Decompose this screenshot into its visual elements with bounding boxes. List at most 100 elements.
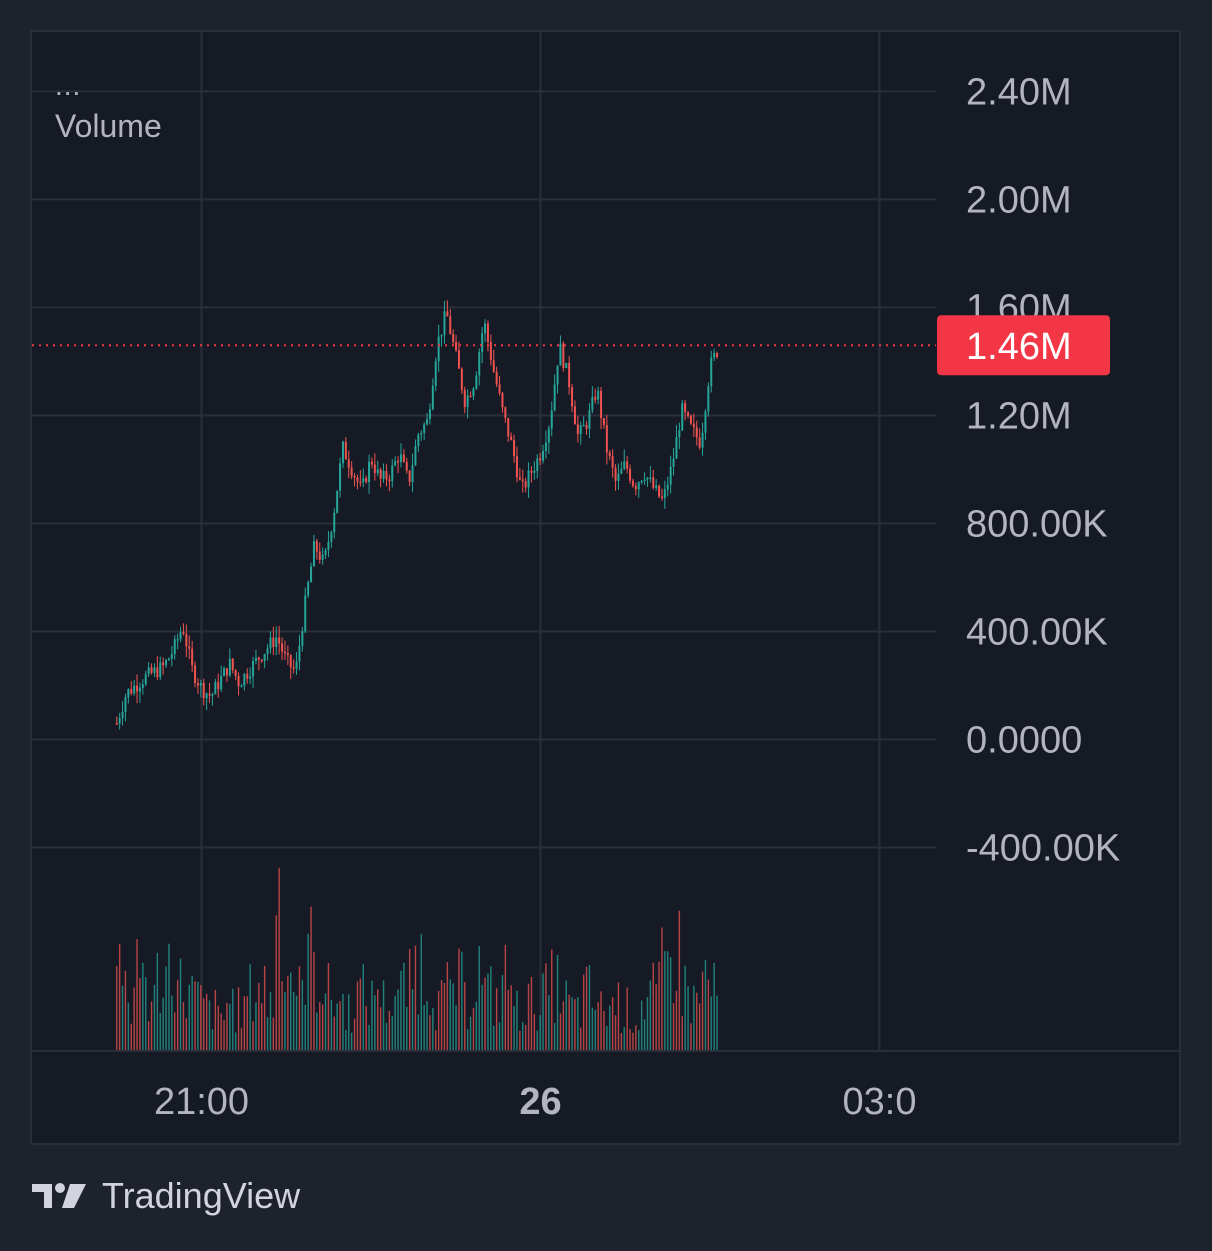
candle-body [182, 632, 185, 634]
candle-body [594, 396, 597, 400]
candle-body [121, 711, 124, 719]
volume-bar [498, 1022, 501, 1050]
candle-body [252, 660, 255, 677]
volume-bar [527, 983, 530, 1050]
volume-bar [469, 1016, 472, 1050]
price-axis[interactable]: 2.40M 2.00M 1.60M 1.20M 800.00K 400.00K 0.0000… [937, 32, 1180, 1050]
candle-body [449, 316, 452, 334]
price-tick-label: -400.00K [966, 827, 1120, 869]
candle-body [133, 685, 136, 694]
volume-bar [638, 1030, 640, 1050]
volume-bar [205, 993, 208, 1050]
candle-body [246, 674, 249, 679]
candle-body [272, 637, 275, 648]
candle-body [513, 440, 516, 457]
volume-bar [179, 958, 182, 1050]
price-tick-label: 2.00M [966, 179, 1072, 221]
candle-body [307, 582, 310, 596]
volume-bar [258, 982, 260, 1050]
candle-body [179, 632, 182, 640]
candle-body [167, 658, 170, 661]
candle-body [544, 442, 547, 452]
candle-body [214, 682, 217, 695]
candle-body [669, 466, 672, 485]
candle-body [484, 323, 487, 334]
candle-body [388, 479, 391, 482]
volume-bar [577, 997, 579, 1050]
volume-bar [678, 910, 681, 1050]
candle-body [275, 637, 278, 648]
price-tick-label: 400.00K [966, 611, 1108, 653]
candle-body [428, 409, 431, 419]
volume-bar [217, 1005, 219, 1050]
volume-bar [168, 943, 170, 1050]
candle-body [138, 687, 141, 692]
candle-body [257, 657, 260, 660]
time-axis[interactable]: 21:00 26 03:0 [32, 1052, 936, 1144]
candle-body [562, 343, 565, 369]
candle-body [466, 395, 469, 408]
volume-bar [284, 992, 286, 1050]
volume-bar [449, 979, 451, 1050]
last-value-label: 1.46M [966, 326, 1072, 368]
candle-body [542, 451, 545, 461]
candle-body [391, 465, 394, 482]
candle-body [408, 470, 411, 483]
candle-body [231, 658, 234, 670]
candle-body [440, 334, 443, 337]
volume-bar [437, 990, 440, 1050]
candle-body [515, 456, 518, 478]
candle-body [278, 637, 281, 644]
legend-collapse-button[interactable]: ... [55, 70, 82, 101]
volume-bar [635, 1025, 637, 1050]
volume-bar [261, 1003, 263, 1050]
volume-bar [600, 991, 602, 1050]
candle-body [217, 682, 220, 690]
candle-body [643, 479, 646, 482]
candle-body [605, 424, 608, 453]
volume-bar [652, 962, 654, 1050]
volume-bar [153, 984, 156, 1050]
volume-bar [504, 944, 507, 1050]
volume-bar [208, 1000, 211, 1050]
volume-bar [594, 1009, 596, 1050]
volume-bar [696, 992, 698, 1050]
volume-bar [461, 951, 463, 1050]
candle-body [559, 343, 562, 366]
volume-bar [246, 996, 248, 1050]
candle-body [347, 459, 350, 468]
brand[interactable]: TradingView [30, 1174, 300, 1218]
candle-body [356, 477, 359, 482]
volume-bar [603, 1011, 605, 1050]
volume-bar [191, 976, 193, 1050]
candle-body [626, 461, 629, 469]
volume-bar [423, 1005, 425, 1050]
volume-bar [394, 995, 396, 1050]
candle-body [507, 417, 510, 437]
volume-bar [623, 1027, 625, 1050]
volume-bar [464, 982, 466, 1050]
volume-bar [142, 962, 144, 1050]
candle-body [327, 541, 330, 551]
candle-body [359, 481, 362, 484]
volume-bar [133, 987, 135, 1050]
volume-bar [614, 1015, 617, 1050]
volume-bar [377, 989, 379, 1050]
volume-bar [478, 945, 480, 1050]
candle-body [315, 541, 318, 552]
brand-name: TradingView [102, 1175, 301, 1216]
candle-body [617, 473, 620, 481]
series-legend: ... Volume [55, 72, 162, 146]
volume-bar [559, 1013, 562, 1050]
candle-body [486, 323, 489, 342]
candle-body [130, 689, 133, 694]
plot-area[interactable] [32, 32, 936, 1050]
volume-bar [145, 977, 147, 1050]
candle-body [243, 674, 246, 686]
volume-bar [417, 1014, 420, 1050]
candle-body [602, 418, 605, 425]
volume-bar [220, 1013, 222, 1050]
volume-bar [588, 965, 591, 1050]
price-tick-label: 2.40M [966, 71, 1072, 113]
volume-bar [510, 985, 512, 1050]
